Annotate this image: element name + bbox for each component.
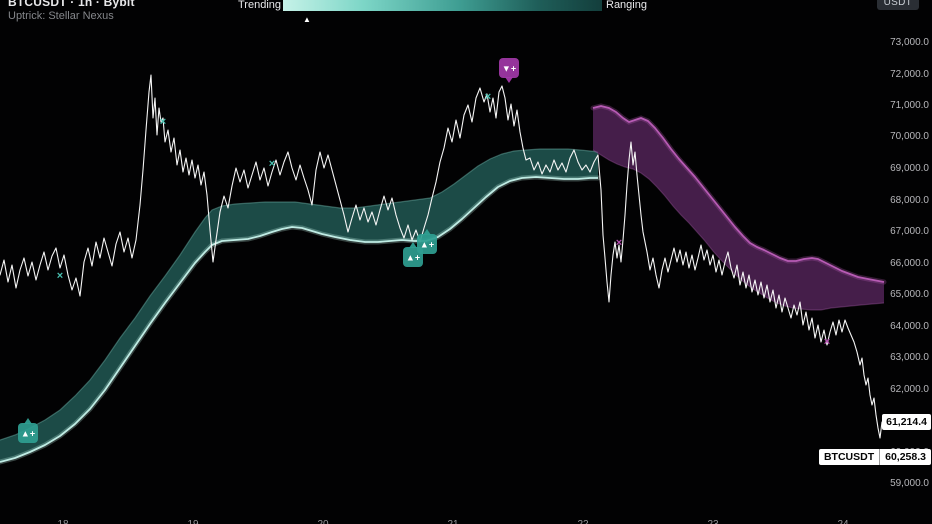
retest-cross-marker: × (824, 336, 830, 348)
downtrend-band-bright-edge (592, 105, 885, 283)
price-tick-label: 68,000.0 (890, 195, 929, 206)
price-tick-label: 64,000.0 (890, 321, 929, 332)
symbol-price-tag: BTCUSDT 60,258.3 (818, 449, 931, 465)
time-tick-label: 22 (577, 519, 588, 524)
time-tick-label: 18 (57, 519, 68, 524)
time-tick-label: 21 (447, 519, 458, 524)
signal-badge-box (417, 234, 437, 254)
signal-badge-glyph: ▲+ (420, 240, 434, 250)
price-line (0, 74, 883, 439)
price-tick-label: 71,000.0 (890, 100, 929, 111)
current-price-tag: 61,214.4 (882, 414, 931, 430)
retest-cross-marker: × (485, 91, 491, 103)
trend-strength-gradient-bar (283, 0, 602, 11)
time-tick-label: 24 (837, 519, 848, 524)
ranging-label: Ranging (606, 0, 647, 11)
buy-signal-badge: ▲+ (417, 229, 437, 254)
signal-badge-box (18, 423, 38, 443)
downtrend-band-soft-edge (592, 149, 885, 311)
indicator-title[interactable]: Uptrick: Stellar Nexus (8, 10, 114, 22)
signal-badge-glyph: ▲+ (406, 253, 420, 263)
signal-badge-glyph: ▼+ (502, 64, 516, 74)
retest-cross-marker: × (160, 116, 166, 128)
price-tick-label: 65,000.0 (890, 289, 929, 300)
time-tick-label: 23 (707, 519, 718, 524)
price-tick-label: 67,000.0 (890, 226, 929, 237)
price-tick-label: 73,000.0 (890, 37, 929, 48)
signal-badge-tail (24, 418, 32, 424)
price-tick-label: 70,000.0 (890, 131, 929, 142)
sell-signal-badge: ▼+ (499, 58, 519, 83)
retest-cross-marker: × (269, 158, 275, 170)
currency-unit-badge[interactable]: USDT (876, 0, 919, 10)
uptrend-band-soft-edge (0, 148, 599, 441)
price-tick-label: 72,000.0 (890, 69, 929, 80)
trending-label: Trending (238, 0, 282, 11)
price-tick-label: 66,000.0 (890, 258, 929, 269)
time-tick-label: 19 (187, 519, 198, 524)
time-axis[interactable]: 18 19 20 21 22 23 24 (0, 519, 932, 524)
signal-badge-tail (423, 229, 431, 235)
retest-cross-marker: × (57, 270, 63, 282)
signal-badge-glyph: ▲+ (21, 429, 35, 439)
symbol-title[interactable]: BTCUSDT · 1h · Bybit (8, 0, 135, 9)
buy-signal-badge: ▲+ (18, 418, 38, 443)
signal-badge-tail (409, 242, 417, 248)
time-tick-label: 20 (317, 519, 328, 524)
retest-cross-marker: × (616, 237, 622, 249)
signal-badge-tail (505, 77, 513, 83)
uptrend-band-bright-edge (0, 176, 598, 463)
price-tick-label: 63,000.0 (890, 352, 929, 363)
signal-badge-box (499, 58, 519, 78)
price-tick-label: 62,000.0 (890, 384, 929, 395)
price-tick-label: 59,000.0 (890, 478, 929, 489)
trend-pointer-icon: ▲ (303, 15, 311, 24)
symbol-price-tag-value: 60,258.3 (879, 449, 931, 465)
downtrend-band-fill (593, 106, 884, 310)
price-tick-label: 69,000.0 (890, 163, 929, 174)
symbol-price-tag-symbol: BTCUSDT (823, 451, 875, 463)
uptrend-band-fill (0, 149, 598, 462)
price-axis[interactable]: 73,000.0 72,000.0 71,000.0 70,000.0 69,000.0… (880, 0, 932, 524)
